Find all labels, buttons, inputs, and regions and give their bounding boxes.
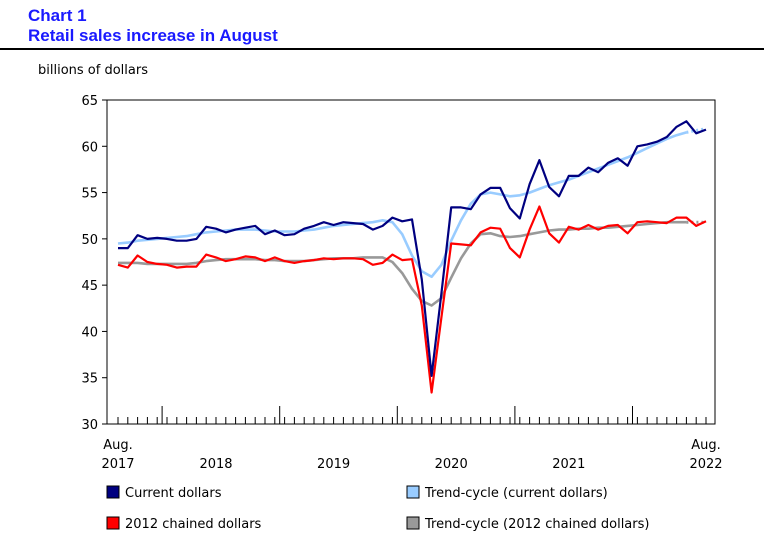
y-tick-label: 60 bbox=[81, 140, 98, 155]
legend-swatch-chained bbox=[106, 516, 120, 530]
legend-swatch-current-trend bbox=[406, 485, 420, 499]
header-divider bbox=[0, 48, 764, 50]
y-tick-label: 35 bbox=[81, 372, 98, 387]
legend-label-current: Current dollars bbox=[125, 486, 222, 501]
series-layer bbox=[117, 120, 707, 394]
x-tick-label: 2017 bbox=[101, 457, 134, 472]
x-tick-label: 2019 bbox=[317, 457, 350, 472]
legend: Current dollars Trend-cycle (current dol… bbox=[106, 485, 649, 532]
y-tick-label: 55 bbox=[81, 187, 98, 202]
x-tick-label: 2022 bbox=[689, 457, 722, 472]
x-tick-label: 2021 bbox=[552, 457, 585, 472]
y-tick-label: 50 bbox=[81, 233, 98, 248]
x-tick-label: Aug. bbox=[103, 438, 133, 453]
legend-swatch-chained-trend bbox=[406, 516, 420, 530]
x-tick-label: 2020 bbox=[435, 457, 468, 472]
y-axis-label: billions of dollars bbox=[38, 63, 148, 78]
chart-header: Chart 1 Retail sales increase in August bbox=[28, 6, 278, 46]
y-tick-label: 30 bbox=[81, 418, 98, 433]
series-line-current bbox=[118, 120, 707, 377]
legend-swatch-current bbox=[106, 485, 120, 499]
series-projection-current_trend bbox=[686, 127, 707, 134]
chart-title: Retail sales increase in August bbox=[28, 26, 278, 45]
series-line-chained_trend bbox=[118, 220, 687, 307]
y-tick-label: 65 bbox=[81, 94, 98, 109]
y-tick-label: 40 bbox=[81, 325, 98, 340]
series-line-chained bbox=[117, 205, 707, 394]
chart-number: Chart 1 bbox=[28, 6, 87, 25]
legend-label-chained-trend: Trend-cycle (2012 chained dollars) bbox=[424, 517, 649, 532]
tick-layer: 30 35 40 45 50 55 60 65 Aug. 2017 2018 2019 2020 2021… bbox=[81, 94, 722, 472]
series-line-current_trend bbox=[117, 131, 687, 279]
legend-label-current-trend: Trend-cycle (current dollars) bbox=[424, 486, 608, 501]
y-tick-label: 45 bbox=[81, 279, 98, 294]
x-tick-label: 2018 bbox=[199, 457, 232, 472]
legend-label-chained: 2012 chained dollars bbox=[125, 517, 262, 532]
x-tick-label: Aug. bbox=[691, 438, 721, 453]
plot-frame bbox=[106, 99, 716, 425]
